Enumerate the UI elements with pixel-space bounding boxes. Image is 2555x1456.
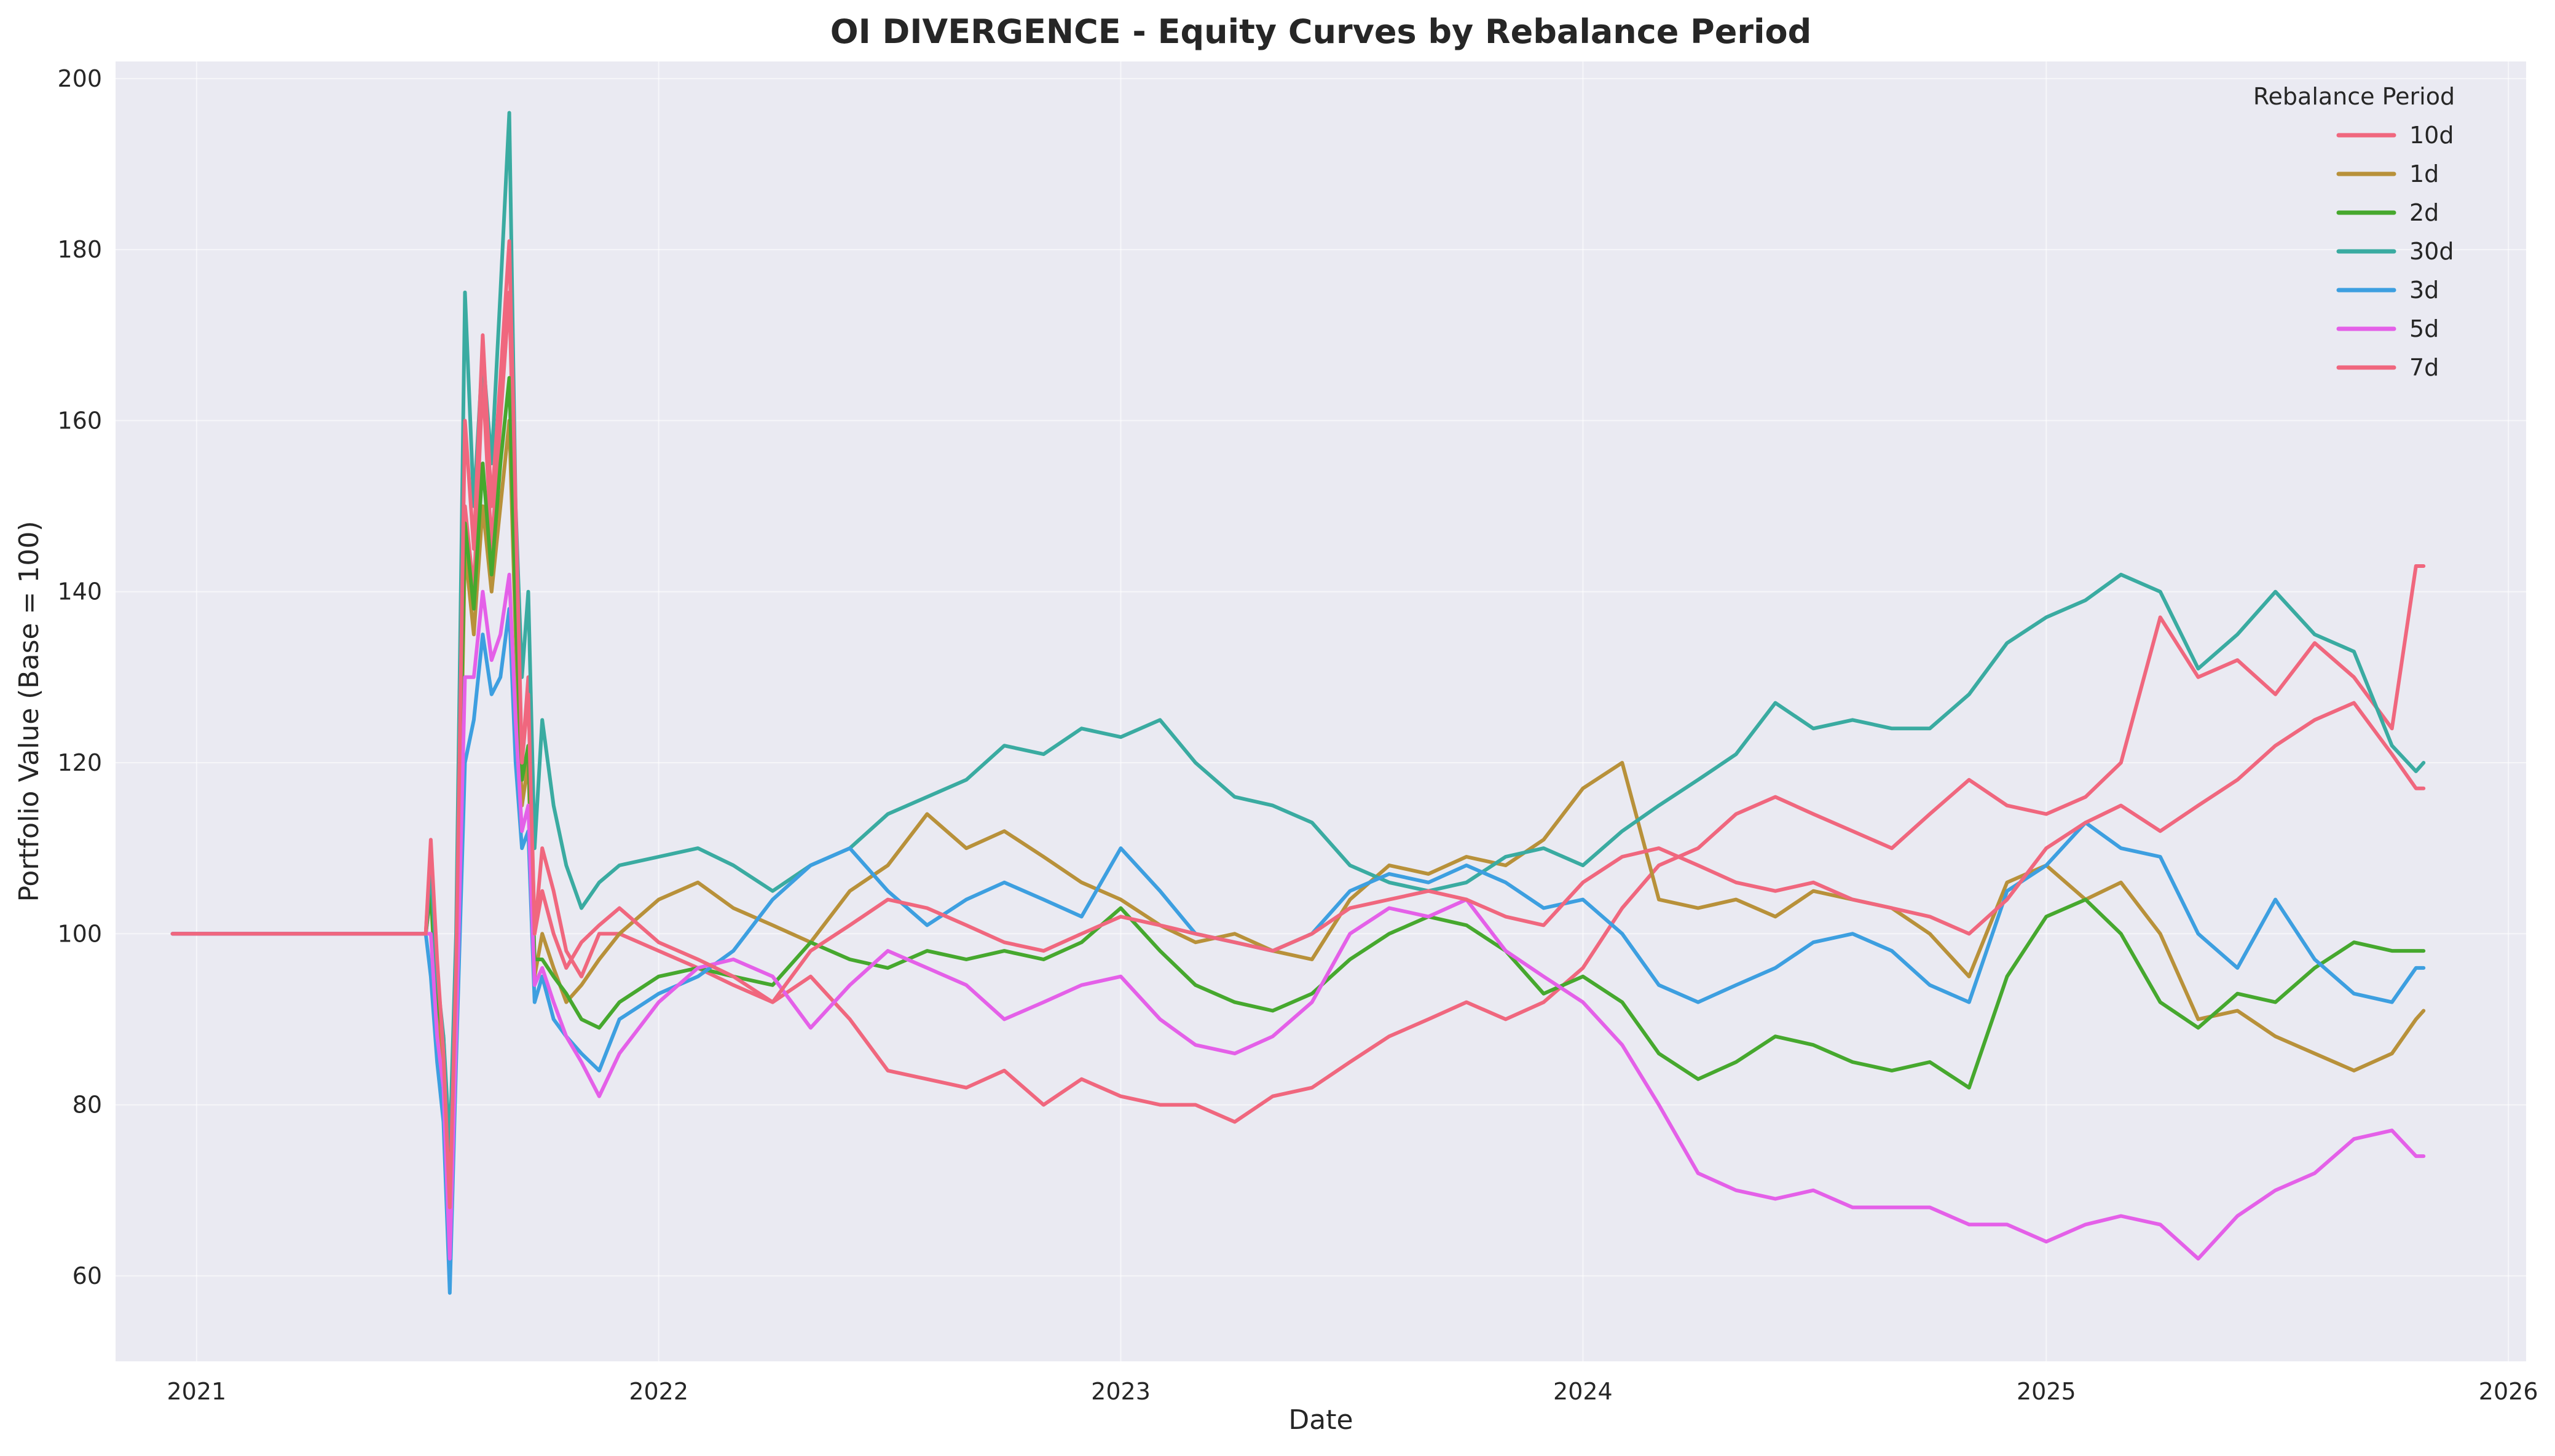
legend-label-30d: 30d [2409, 238, 2454, 265]
chart-title: OI DIVERGENCE - Equity Curves by Rebalan… [830, 12, 1812, 51]
x-tick-label: 2025 [2017, 1378, 2076, 1405]
legend-label-10d: 10d [2409, 122, 2454, 149]
legend-label-5d: 5d [2409, 315, 2439, 342]
y-tick-label: 100 [57, 920, 102, 947]
grid-lines [116, 61, 2526, 1361]
y-tick-label: 80 [73, 1092, 102, 1119]
x-tick-label: 2021 [167, 1378, 226, 1405]
series-line-2d [170, 376, 2426, 1175]
legend: Rebalance Period 10d 1d 2d 30d 3d 5d 7d [2253, 83, 2455, 381]
y-tick-label: 60 [73, 1262, 102, 1289]
series-line-7d [170, 239, 2426, 1210]
series-lines [170, 111, 2426, 1295]
legend-label-7d: 7d [2409, 354, 2439, 381]
series-line-1d [170, 419, 2426, 1192]
legend-label-3d: 3d [2409, 277, 2439, 304]
legend-label-1d: 1d [2409, 160, 2439, 187]
x-axis-label: Date [1288, 1404, 1353, 1436]
legend-title: Rebalance Period [2253, 83, 2455, 110]
x-tick-label: 2022 [629, 1378, 688, 1405]
x-tick-label: 2024 [1553, 1378, 1613, 1405]
y-tick-label: 120 [57, 749, 102, 776]
series-line-5d [170, 572, 2426, 1261]
y-tick-label: 160 [57, 407, 102, 434]
legend-label-2d: 2d [2409, 199, 2439, 226]
y-tick-label: 180 [57, 236, 102, 263]
series-line-30d [170, 111, 2426, 1150]
series-line-10d [170, 290, 2426, 1235]
plot-area [116, 61, 2526, 1361]
y-tick-labels: 60 80 100 120 140 160 180 200 [57, 65, 102, 1289]
legend-items: 10d 1d 2d 30d 3d 5d 7d [2336, 122, 2454, 381]
x-tick-label: 2023 [1091, 1378, 1151, 1405]
x-tick-labels: 2021 2022 2023 2024 2025 2026 [167, 1378, 2538, 1405]
x-tick-label: 2026 [2479, 1378, 2538, 1405]
y-axis-label: Portfolio Value (Base = 100) [14, 521, 45, 902]
y-tick-label: 200 [57, 65, 102, 92]
y-tick-label: 140 [57, 578, 102, 605]
